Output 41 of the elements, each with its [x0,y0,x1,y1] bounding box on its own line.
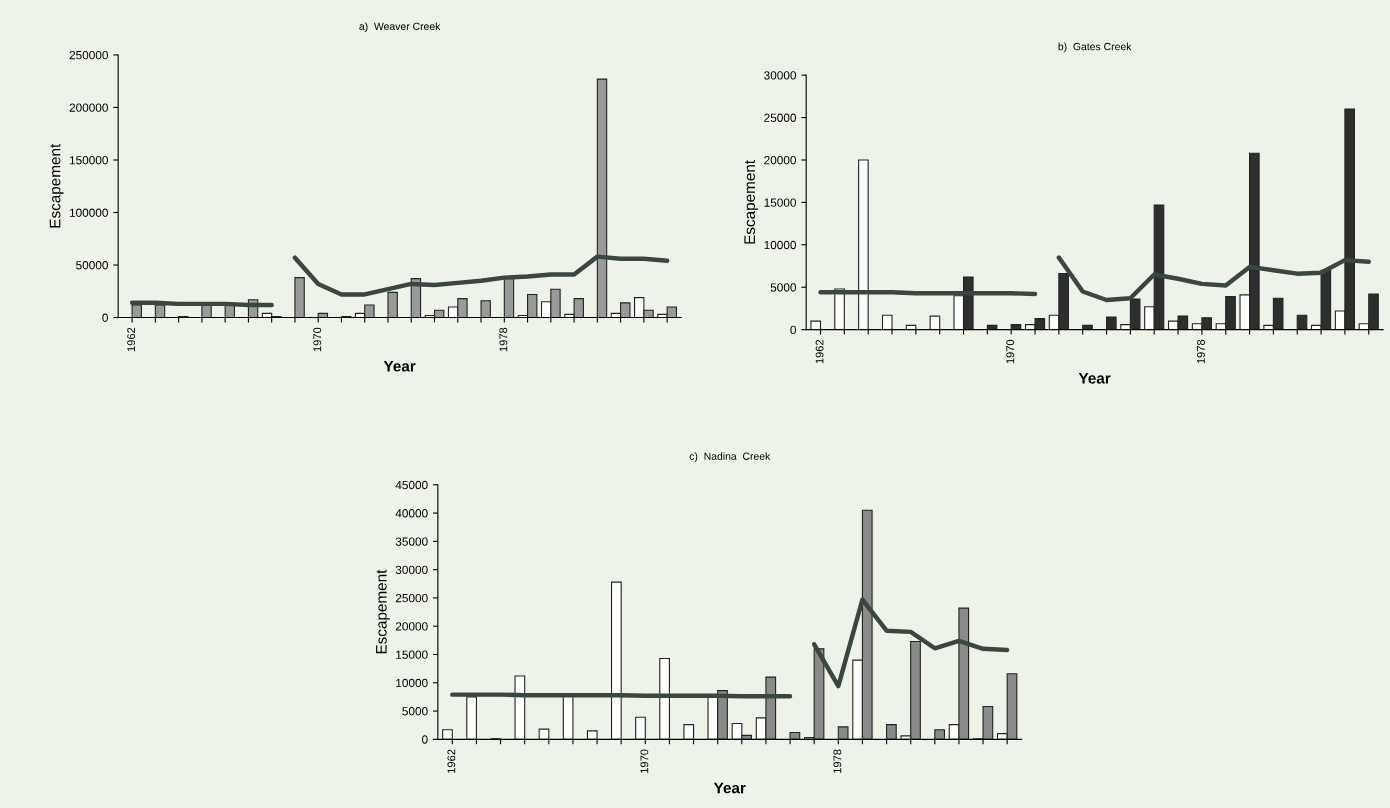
x-tick-label: 1970 [313,327,322,352]
y-axis-title: Escapement [376,569,390,654]
y-tick-label: 25000 [764,113,797,122]
chart-title: c) Nadina Creek [689,452,771,462]
y-tick-label: 10000 [396,678,428,688]
x-tick-label: 1962 [447,749,456,773]
y-tick-label: 100000 [69,208,108,217]
y-tick-label: 40000 [395,509,428,518]
y-tick-label: 50000 [76,261,108,270]
y-tick-label: 15000 [764,198,797,207]
x-axis-title: Year [1078,373,1111,384]
x-tick-label: 1978 [833,749,842,773]
x-tick-label: 1978 [499,327,508,352]
x-tick-label: 1962 [815,339,824,364]
y-axis-title: Escapement [744,160,759,244]
y-tick-label: 30000 [395,565,428,575]
y-tick-label: 150000 [69,156,108,165]
y-tick-label: 200000 [69,103,108,112]
y-tick-label: 0 [790,325,797,335]
y-tick-label: 35000 [395,537,428,546]
y-tick-label: 15000 [396,650,428,659]
y-tick-label: 250000 [69,50,108,60]
x-axis-title: Year [383,360,416,372]
y-axis-title: Escapement [49,143,64,228]
chart-title: a) Weaver Creek [359,22,441,33]
x-tick-label: 1970 [1006,339,1015,364]
y-tick-label: 20000 [764,156,797,165]
y-tick-label: 0 [422,735,428,744]
x-tick-label: 1970 [640,749,649,773]
y-tick-label: 10000 [764,240,797,250]
y-tick-label: 20000 [395,622,428,631]
y-tick-label: 5000 [770,283,797,292]
x-axis-title: Year [713,782,746,794]
x-tick-label: 1978 [1197,339,1205,364]
y-tick-label: 30000 [764,71,797,80]
x-tick-label: 1962 [127,327,136,352]
y-tick-label: 0 [102,313,108,322]
chart-title: b) Gates Creek [1058,42,1132,53]
y-tick-label: 25000 [395,593,428,603]
y-tick-label: 5000 [402,707,428,716]
y-tick-label: 45000 [395,480,428,490]
